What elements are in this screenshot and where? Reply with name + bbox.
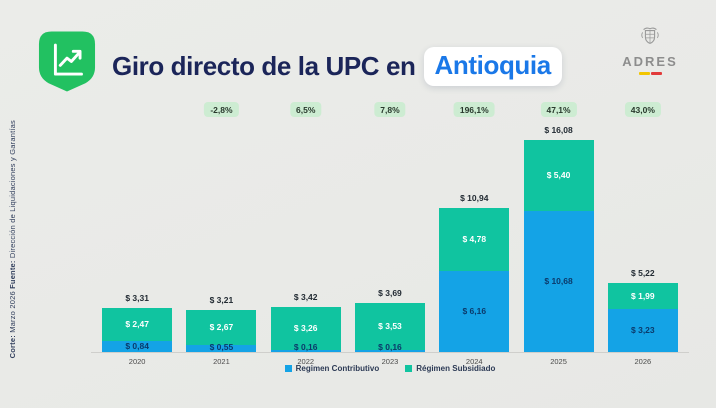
segment-label-subsidiado-2020: $ 2,47 xyxy=(125,319,149,330)
segment-label-subsidiado-2026: $ 1,99 xyxy=(631,291,655,302)
total-label-2020: $ 3,31 xyxy=(125,293,149,304)
total-label-2023: $ 3,69 xyxy=(378,288,402,299)
adres-flag-underline xyxy=(618,72,682,75)
growth-badge-2026: 43,0% xyxy=(624,102,661,117)
adres-logo: ADRES xyxy=(618,26,682,75)
source-note: Corte: Marzo 2026 Fuente: Dirección de L… xyxy=(8,120,17,358)
segment-label-contributivo-2024: $ 6,16 xyxy=(462,305,487,316)
bar-column-2023: 7,8% $ 3,69 $ 3,53 $ 0,16 2023 xyxy=(348,98,432,368)
segment-label-subsidiado-2024: $ 4,78 xyxy=(462,233,487,244)
segment-contributivo-2023 xyxy=(354,349,425,352)
total-label-2025: $ 16,08 xyxy=(544,125,573,135)
segment-label-contributivo-2025: $ 10,68 xyxy=(544,276,573,287)
segment-label-contributivo-2021: $ 0,55 xyxy=(209,341,234,352)
region-highlight-pill: Antioquia xyxy=(423,46,562,86)
segment-contributivo-2025 xyxy=(523,211,594,352)
year-label-2024: 2024 xyxy=(465,357,483,366)
legend-label: Regimen Contributivo xyxy=(295,364,380,373)
segment-contributivo-2024 xyxy=(439,270,510,352)
bar-column-2022: 6,5% $ 3,42 $ 3,26 $ 0,16 2022 xyxy=(264,98,348,368)
chart-legend: Regimen Contributivo Régimen Subsidiado xyxy=(95,364,685,373)
bar-column-2024: 196,1% $ 10,94 $ 4,78 $ 6,16 2024 xyxy=(432,98,516,368)
segment-subsidiado-2022 xyxy=(270,306,341,350)
x-axis-line xyxy=(91,352,689,353)
legend-item-contributivo: Regimen Contributivo xyxy=(284,364,380,373)
segment-contributivo-2020 xyxy=(102,340,173,352)
segment-contributivo-2022 xyxy=(270,349,341,352)
segment-subsidiado-2021 xyxy=(186,309,257,345)
segment-subsidiado-2020 xyxy=(102,308,173,341)
segment-label-contributivo-2026: $ 3,23 xyxy=(631,325,655,336)
segment-label-subsidiado-2022: $ 3,26 xyxy=(293,322,318,333)
chart-badge-icon xyxy=(38,30,96,93)
region-name: Antioquia xyxy=(434,49,552,80)
adres-crest-icon xyxy=(641,27,659,45)
page-title: Giro directo de la UPC en Antioquia xyxy=(112,46,562,86)
segment-contributivo-2026 xyxy=(607,309,678,352)
corte-label: Corte: xyxy=(8,334,17,358)
legend-swatch-contributivo xyxy=(284,365,292,372)
year-label-2025: 2025 xyxy=(550,357,567,366)
year-label-2021: 2021 xyxy=(213,357,230,366)
segment-label-subsidiado-2025: $ 5,40 xyxy=(546,170,571,181)
segment-contributivo-2021 xyxy=(186,344,257,352)
total-label-2022: $ 3,42 xyxy=(293,291,318,302)
segment-label-contributivo-2022: $ 0,16 xyxy=(293,341,318,352)
stacked-bar-chart: $ 3,31 $ 2,47 $ 0,84 2020 -2,8% $ 3,21 $ 2,67 $… xyxy=(91,98,689,398)
growth-badge-2021: -2,8% xyxy=(204,102,239,117)
fuente-value: Dirección de Liquidaciones y Garantías xyxy=(8,119,17,258)
legend-swatch-subsidiado xyxy=(405,365,413,372)
total-label-2026: $ 5,22 xyxy=(631,268,655,279)
bar-column-2026: 43,0% $ 5,22 $ 1,99 $ 3,23 2026 xyxy=(601,98,685,368)
bar-column-2020: $ 3,31 $ 2,47 $ 0,84 2020 xyxy=(95,98,179,368)
year-label-2020: 2020 xyxy=(128,357,146,366)
corte-value: Marzo 2026 xyxy=(8,290,17,333)
segment-subsidiado-2024 xyxy=(439,207,510,271)
total-label-2021: $ 3,21 xyxy=(209,294,234,305)
bar-column-2021: -2,8% $ 3,21 $ 2,67 $ 0,55 2021 xyxy=(179,98,263,368)
segment-label-contributivo-2023: $ 0,16 xyxy=(378,341,402,352)
growth-badge-2024: 196,1% xyxy=(453,102,495,117)
segment-label-subsidiado-2021: $ 2,67 xyxy=(209,321,234,332)
segment-subsidiado-2026 xyxy=(607,283,678,310)
growth-badge-2023: 7,8% xyxy=(374,102,406,117)
adres-logo-text: ADRES xyxy=(622,54,678,69)
segment-label-contributivo-2020: $ 0,84 xyxy=(125,340,149,351)
segment-subsidiado-2025 xyxy=(523,140,594,212)
bar-column-2025: 47,1% $ 16,08 $ 5,40 $ 10,68 2025 xyxy=(516,98,600,368)
legend-item-subsidiado: Régimen Subsidiado xyxy=(405,364,495,373)
segment-label-subsidiado-2023: $ 3,53 xyxy=(378,321,402,332)
year-label-2023: 2023 xyxy=(381,357,399,366)
legend-label: Régimen Subsidiado xyxy=(416,364,496,373)
year-label-2022: 2022 xyxy=(297,357,315,366)
title-prefix: Giro directo de la UPC en xyxy=(112,50,416,81)
growth-badge-2025: 47,1% xyxy=(540,102,577,117)
total-label-2024: $ 10,94 xyxy=(460,192,489,203)
year-label-2026: 2026 xyxy=(634,357,652,366)
segment-subsidiado-2023 xyxy=(354,303,425,350)
fuente-label: Fuente: xyxy=(8,260,17,289)
growth-badge-2022: 6,5% xyxy=(290,102,322,117)
